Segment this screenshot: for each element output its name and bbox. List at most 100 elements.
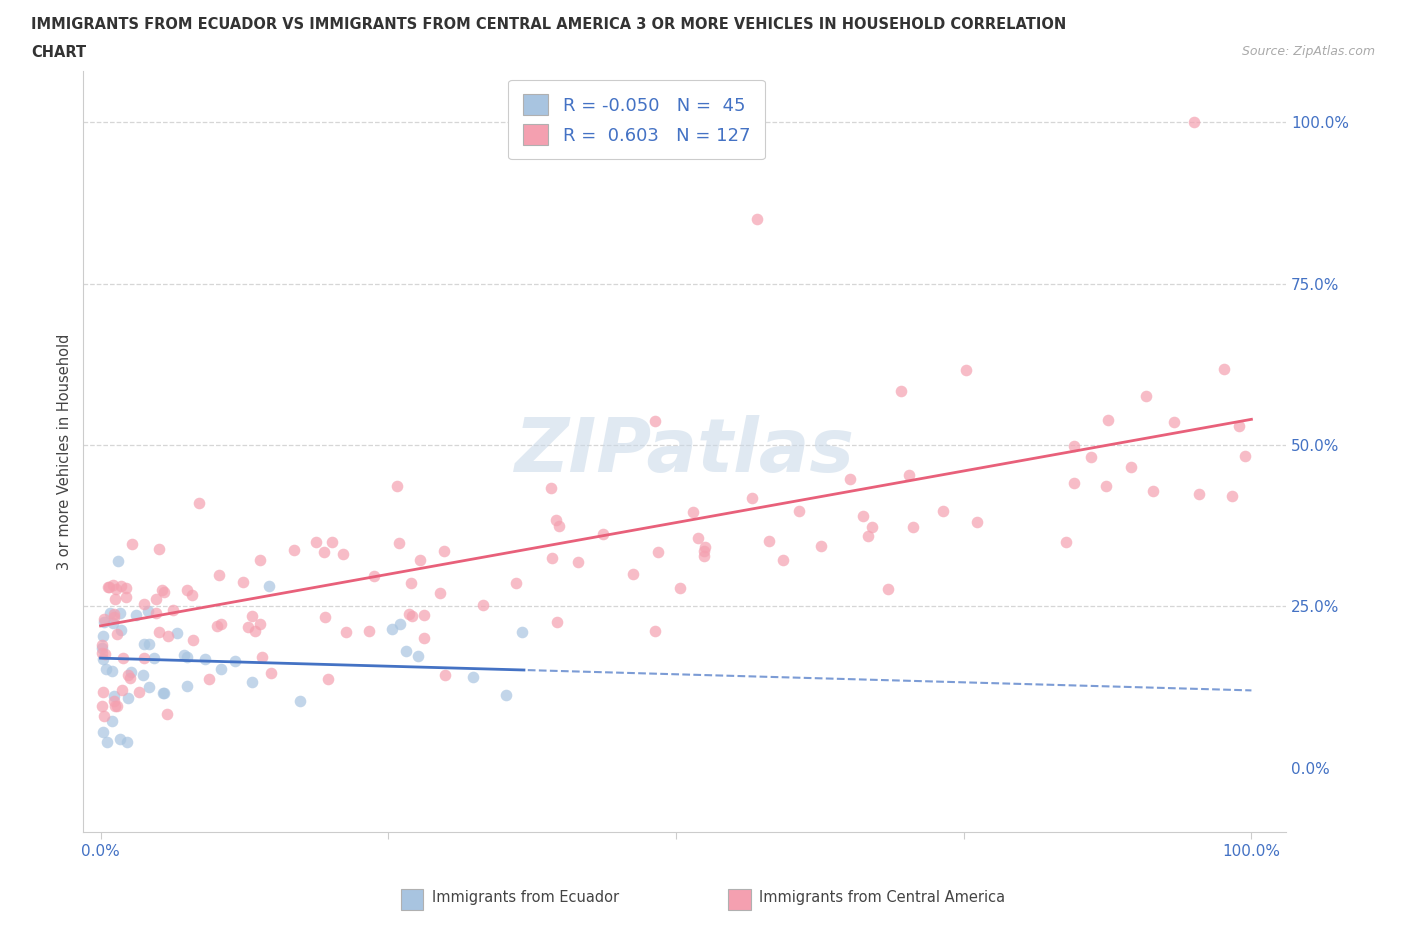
Legend: R = -0.050   N =  45, R =  0.603   N = 127: R = -0.050 N = 45, R = 0.603 N = 127 — [509, 80, 765, 159]
Point — [98, 605, 121, 620]
Point — [1227, 418, 1250, 433]
Point — [772, 552, 794, 567]
Point — [745, 212, 768, 227]
Point — [120, 671, 142, 685]
Point — [94, 662, 117, 677]
Point — [1119, 459, 1142, 474]
Point — [94, 646, 117, 661]
Point — [406, 649, 429, 664]
Point — [173, 647, 195, 662]
Point — [153, 686, 176, 701]
Point — [188, 496, 211, 511]
Point — [682, 505, 704, 520]
Point — [471, 597, 494, 612]
Point — [1063, 475, 1085, 490]
Point — [592, 526, 614, 541]
Point — [103, 607, 125, 622]
Point — [91, 684, 114, 699]
Point — [966, 514, 988, 529]
Point — [688, 531, 710, 546]
Point — [110, 578, 132, 593]
Point — [283, 542, 305, 557]
Point — [249, 552, 271, 567]
Text: IMMIGRANTS FROM ECUADOR VS IMMIGRANTS FROM CENTRAL AMERICA 3 OR MORE VEHICLES IN: IMMIGRANTS FROM ECUADOR VS IMMIGRANTS FR… — [31, 17, 1066, 32]
Point — [860, 520, 883, 535]
Point — [955, 363, 977, 378]
Point — [547, 518, 569, 533]
Point — [288, 694, 311, 709]
Point — [101, 664, 124, 679]
Point — [232, 574, 254, 589]
Point — [117, 690, 139, 705]
Point — [876, 581, 898, 596]
Point — [148, 541, 170, 556]
Point — [91, 724, 114, 739]
Point — [1095, 479, 1118, 494]
Point — [156, 707, 179, 722]
Point — [314, 609, 336, 624]
Point — [412, 631, 434, 645]
Point — [544, 512, 567, 527]
Point — [398, 607, 420, 622]
Point — [363, 569, 385, 584]
Point — [112, 651, 135, 666]
Point — [693, 549, 716, 564]
Point — [787, 503, 810, 518]
Text: Immigrants from Central America: Immigrants from Central America — [759, 890, 1005, 905]
Point — [644, 623, 666, 638]
Point — [153, 584, 176, 599]
Point — [335, 624, 357, 639]
Point — [385, 478, 408, 493]
Point — [145, 606, 167, 621]
Point — [1056, 535, 1078, 550]
Point — [931, 503, 953, 518]
Point — [856, 529, 879, 544]
Point — [176, 679, 198, 694]
Point — [101, 616, 124, 631]
Point — [669, 580, 692, 595]
Point — [125, 607, 148, 622]
Point — [103, 688, 125, 703]
Point — [399, 576, 422, 591]
Point — [132, 637, 155, 652]
Point — [103, 694, 125, 709]
Point — [1080, 449, 1102, 464]
Point — [1188, 486, 1211, 501]
Point — [132, 650, 155, 665]
Point — [105, 698, 128, 713]
Point — [209, 661, 232, 676]
Point — [194, 651, 217, 666]
Point — [145, 591, 167, 606]
Point — [132, 596, 155, 611]
Point — [176, 650, 198, 665]
Point — [693, 544, 716, 559]
Point — [240, 608, 263, 623]
Point — [1233, 448, 1256, 463]
Point — [540, 481, 562, 496]
Point — [90, 638, 112, 653]
Point — [209, 617, 232, 631]
Point — [93, 615, 115, 630]
Point — [166, 625, 188, 640]
Point — [242, 675, 264, 690]
Point — [810, 538, 832, 553]
Point — [621, 567, 644, 582]
Point — [541, 551, 564, 565]
Point — [1220, 488, 1243, 503]
Point — [1212, 362, 1234, 377]
Point — [138, 680, 160, 695]
Point — [128, 684, 150, 699]
Point — [1163, 415, 1185, 430]
Point — [236, 619, 259, 634]
Point — [207, 618, 229, 633]
Text: Source: ZipAtlas.com: Source: ZipAtlas.com — [1241, 45, 1375, 58]
Point — [314, 544, 336, 559]
Point — [510, 625, 533, 640]
Point — [647, 545, 669, 560]
Point — [852, 508, 875, 523]
Point — [120, 664, 142, 679]
Point — [567, 555, 589, 570]
Point — [152, 685, 174, 700]
Point — [162, 602, 184, 617]
Point — [97, 580, 120, 595]
